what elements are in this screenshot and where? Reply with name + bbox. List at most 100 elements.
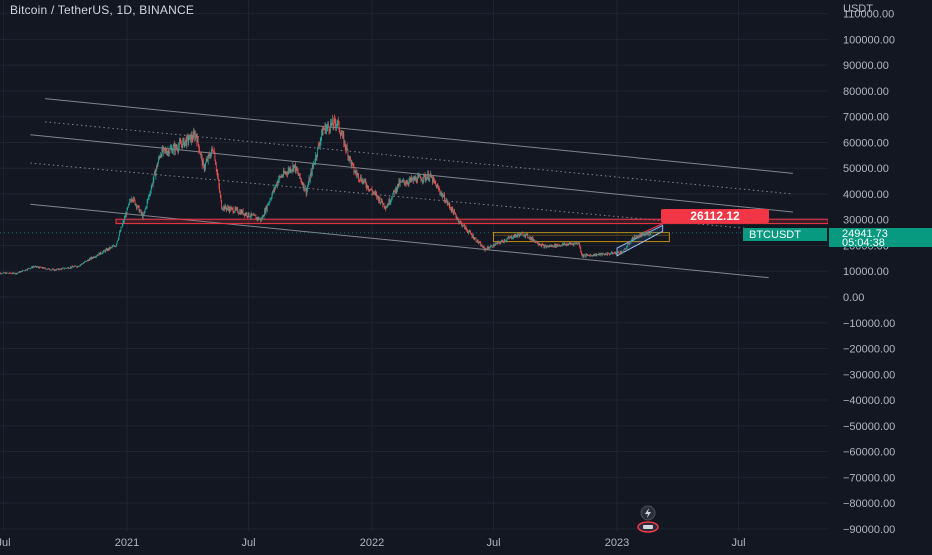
candle-body: [59, 270, 60, 271]
candle-body: [66, 268, 67, 269]
candle-body: [527, 234, 528, 237]
candle-body: [630, 243, 631, 244]
candle-body: [399, 180, 400, 184]
candle-body: [366, 182, 367, 186]
candle-body: [7, 273, 8, 274]
candle-body: [29, 268, 30, 269]
candle-body: [137, 205, 138, 207]
candle-body: [220, 192, 221, 196]
candle-body: [184, 139, 185, 147]
candle-body: [576, 243, 577, 244]
candle-body: [549, 246, 550, 247]
candle-body: [328, 124, 329, 127]
candle-body: [431, 174, 432, 178]
candle-body: [472, 235, 473, 237]
candle-body: [34, 267, 35, 268]
candle-body: [433, 178, 434, 181]
candle-body: [280, 176, 281, 177]
x-tick-label: 2022: [360, 537, 384, 549]
candle-body: [187, 136, 188, 137]
candle-body: [232, 208, 233, 209]
candle-body: [554, 247, 555, 248]
candle-body: [558, 245, 559, 246]
candle-body: [68, 267, 69, 268]
candle-body: [533, 240, 534, 241]
candle-body: [136, 204, 137, 207]
candle-body: [299, 174, 300, 176]
candle-body: [260, 218, 261, 219]
y-tick-label: 60000.00: [843, 137, 889, 149]
candle-body: [296, 167, 297, 172]
candle-body: [403, 180, 404, 181]
price-axis[interactable]: USDT110000.00100000.0090000.0080000.0070…: [828, 0, 932, 550]
candle-body: [568, 244, 569, 245]
candle-body: [326, 128, 327, 133]
candle-body: [316, 155, 317, 157]
candle-body: [476, 241, 477, 242]
candle-body: [336, 124, 337, 126]
candle-body: [583, 255, 584, 257]
candle-body: [429, 175, 430, 179]
candle-body: [194, 134, 195, 139]
candle-body: [614, 253, 615, 254]
candle-body: [307, 186, 308, 189]
candle-body: [159, 157, 160, 158]
candle-body: [321, 137, 322, 141]
candle-body: [164, 148, 165, 149]
candle-body: [382, 199, 383, 203]
candle-body: [37, 267, 38, 268]
candle-body: [325, 125, 326, 129]
candle-body: [18, 273, 19, 274]
candle-body: [572, 244, 573, 245]
candle-body: [507, 239, 508, 240]
candle-body: [121, 227, 122, 231]
candle-body: [513, 236, 514, 238]
candle-body: [386, 207, 387, 208]
candle-body: [350, 157, 351, 160]
candle-body: [276, 184, 277, 186]
candle-body: [505, 240, 506, 241]
candle-body: [171, 148, 172, 149]
candle-body: [429, 179, 430, 180]
candle-body: [352, 163, 353, 166]
candle-body: [139, 206, 140, 212]
candle-body: [31, 268, 32, 269]
candle-body: [135, 204, 136, 205]
candle-body: [388, 205, 389, 206]
candle-body: [42, 267, 43, 268]
candle-body: [313, 164, 314, 166]
candle-body: [329, 127, 330, 131]
candle-body: [12, 274, 13, 275]
candle-body: [616, 253, 617, 254]
candle-body: [547, 246, 548, 247]
candle-body: [129, 203, 130, 204]
candle-body: [269, 202, 270, 203]
candle-body: [403, 181, 404, 182]
candle-body: [532, 238, 533, 240]
candle-body: [48, 268, 49, 269]
candle-body: [368, 189, 369, 190]
candle-body: [581, 252, 582, 254]
candle-body: [625, 249, 626, 250]
candle-body: [329, 130, 330, 131]
candle-body: [483, 247, 484, 248]
candle-body: [468, 232, 469, 233]
candle-body: [286, 172, 287, 173]
candle-body: [453, 211, 454, 215]
candle-body: [494, 244, 495, 246]
candle-body: [91, 257, 92, 259]
candle-body: [98, 255, 99, 256]
candle-body: [117, 242, 118, 245]
candle-body: [202, 161, 203, 165]
candle-body: [397, 184, 398, 189]
candle-body: [233, 212, 234, 213]
candle-body: [319, 145, 320, 146]
candle-body: [584, 255, 585, 256]
candle-body: [574, 243, 575, 244]
candle-body: [105, 250, 106, 252]
candle-body: [364, 179, 365, 180]
candle-body: [170, 148, 171, 152]
candle-body: [268, 203, 269, 205]
